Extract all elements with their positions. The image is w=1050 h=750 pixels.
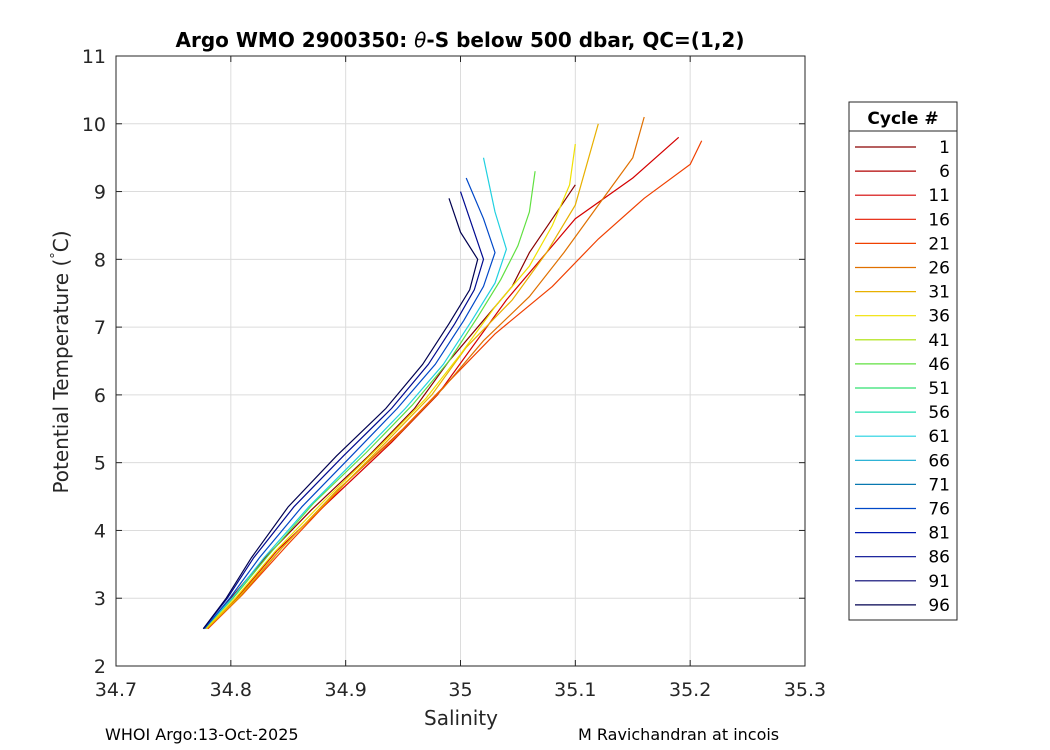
legend-label: 46 (928, 355, 950, 375)
footer-source-date: WHOI Argo:13-Oct-2025 (105, 725, 299, 744)
series-line-cycle-61 (203, 157, 508, 630)
chart-title-theta-symbol: θ (414, 28, 426, 52)
legend-label: 41 (928, 331, 950, 351)
legend-label: 86 (928, 548, 950, 568)
y-tick-label: 5 (94, 453, 106, 475)
legend-label: 61 (928, 427, 950, 447)
legend-label: 51 (928, 379, 950, 399)
series-line-cycle-21 (207, 140, 703, 630)
legend-label: 1 (939, 138, 950, 158)
grid-lines (115, 55, 806, 667)
y-axis-degree-symbol: ° (49, 252, 64, 259)
legend-label: 11 (928, 186, 950, 206)
x-axis-ticks: 34.7 34.8 34.9 35 35.1 35.2 35.3 (95, 56, 826, 701)
legend-label: 81 (928, 524, 950, 544)
y-tick-label: 3 (94, 588, 106, 610)
legend-label: 21 (928, 234, 950, 254)
data-series (202, 116, 703, 630)
y-tick-label: 9 (94, 182, 106, 204)
x-axis-label: Salinity (424, 706, 498, 730)
chart-title-part-1: Argo WMO 2900350: (176, 28, 415, 52)
y-tick-label: 7 (94, 317, 106, 339)
y-axis-ticks: 2 3 4 5 6 7 8 9 10 11 (82, 46, 805, 678)
y-tick-label: 4 (94, 520, 106, 542)
series-line-cycle-46 (203, 171, 536, 630)
series-line-cycle-36 (205, 144, 576, 630)
legend-label: 36 (928, 307, 950, 327)
series-line-cycle-86 (202, 191, 485, 630)
x-tick-label: 34.7 (95, 679, 137, 701)
series-line-cycle-31 (206, 123, 599, 630)
y-tick-label: 10 (82, 114, 106, 136)
legend-label: 6 (939, 162, 950, 182)
y-tick-label: 2 (94, 656, 106, 678)
legend-label: 26 (928, 259, 950, 279)
x-tick-label: 35.1 (554, 679, 596, 701)
y-axis-label-part-3: C) (49, 230, 73, 252)
legend-label: 31 (928, 283, 950, 303)
legend-title: Cycle # (867, 109, 938, 129)
legend-label: 16 (928, 210, 950, 230)
x-tick-label: 35.3 (784, 679, 826, 701)
x-tick-label: 35 (448, 679, 472, 701)
y-tick-label: 11 (82, 46, 106, 68)
legend: Cycle # 16111621263136414651566166717681… (848, 101, 958, 621)
legend-label: 96 (928, 596, 950, 616)
legend-label: 66 (928, 451, 950, 471)
chart-title: Argo WMO 2900350: θ-S below 500 dbar, QC… (176, 28, 745, 52)
y-tick-label: 6 (94, 385, 106, 407)
series-line-cycle-96 (202, 198, 479, 630)
legend-label: 71 (928, 475, 950, 495)
series-line-cycle-11 (207, 136, 680, 630)
y-tick-label: 8 (94, 249, 106, 271)
x-tick-label: 35.2 (669, 679, 711, 701)
legend-label: 56 (928, 403, 950, 423)
legend-label: 91 (928, 572, 950, 592)
legend-label: 76 (928, 500, 950, 520)
x-tick-label: 34.8 (210, 679, 252, 701)
legend-box (848, 101, 958, 621)
series-line-cycle-1 (205, 184, 576, 630)
series-line-cycle-76 (203, 177, 496, 630)
x-tick-label: 34.9 (325, 679, 367, 701)
chart-title-part-2: -S below 500 dbar, QC=(1,2) (426, 28, 744, 52)
y-axis-label: Potential Temperature (°C) (49, 230, 73, 493)
y-axis-label-part-1: Potential Temperature ( (49, 259, 73, 494)
footer-credit: M Ravichandran at incois (578, 725, 780, 744)
